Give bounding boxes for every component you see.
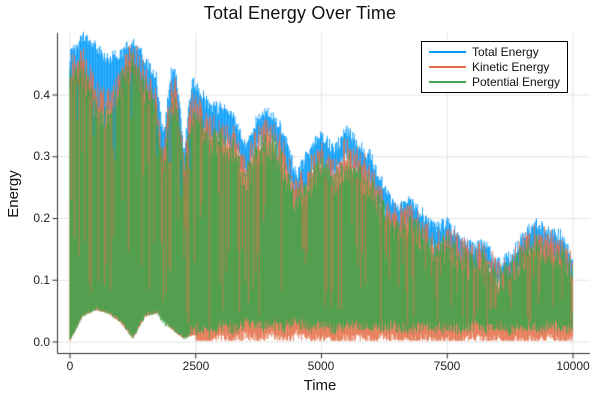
- legend-label-potential-energy: Potential Energy: [472, 75, 561, 89]
- y-tick-label-0.1: 0.1: [33, 273, 50, 287]
- kinetic-energy-line-swatch: [429, 66, 466, 68]
- x-tick-label-2500: 2500: [182, 359, 210, 373]
- y-tick-label-0.0: 0.0: [33, 335, 50, 349]
- x-tick-label-10000: 10000: [556, 359, 590, 373]
- legend-item-total-energy: Total Energy: [422, 45, 567, 59]
- potential-energy-line-swatch: [429, 81, 466, 83]
- chart-title: Total Energy Over Time: [203, 3, 397, 23]
- x-tick-label-7500: 7500: [433, 359, 461, 373]
- legend: Total Energy Kinetic Energy Potential En…: [421, 41, 568, 93]
- x-tick-label-0: 0: [66, 359, 74, 373]
- y-tick-label-0.3: 0.3: [33, 149, 50, 163]
- legend-label-total-energy: Total Energy: [472, 45, 539, 59]
- y-tick-label-0.4: 0.4: [33, 88, 50, 102]
- x-tick-label-5000: 5000: [307, 359, 335, 373]
- legend-item-potential-energy: Potential Energy: [422, 75, 567, 89]
- legend-item-kinetic-energy: Kinetic Energy: [422, 60, 567, 74]
- total-energy-line-swatch: [429, 51, 466, 53]
- y-tick-label-0.2: 0.2: [33, 211, 50, 225]
- legend-label-kinetic-energy: Kinetic Energy: [472, 60, 550, 74]
- x-axis-label: Time: [303, 377, 337, 394]
- y-axis-label: Energy: [5, 170, 22, 218]
